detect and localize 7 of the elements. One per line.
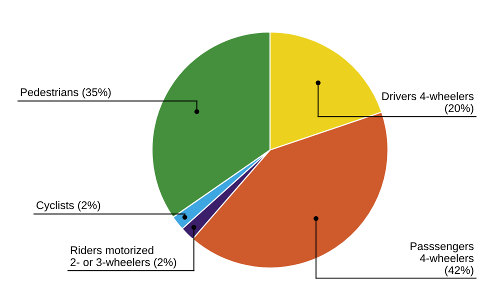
slice-label: Pedestrians (35%) bbox=[20, 88, 111, 98]
data-label: (20%) bbox=[445, 104, 474, 114]
data-label: (42%) bbox=[445, 266, 474, 276]
slice-label: Riders motorized 2- or 3-wheelers (2%) bbox=[70, 246, 176, 268]
slice-label: Cyclists (2%) bbox=[36, 201, 100, 212]
slice-label: Passsengers 4-wheelers bbox=[410, 242, 474, 262]
slice-label: Drivers 4-wheelers bbox=[382, 92, 474, 100]
